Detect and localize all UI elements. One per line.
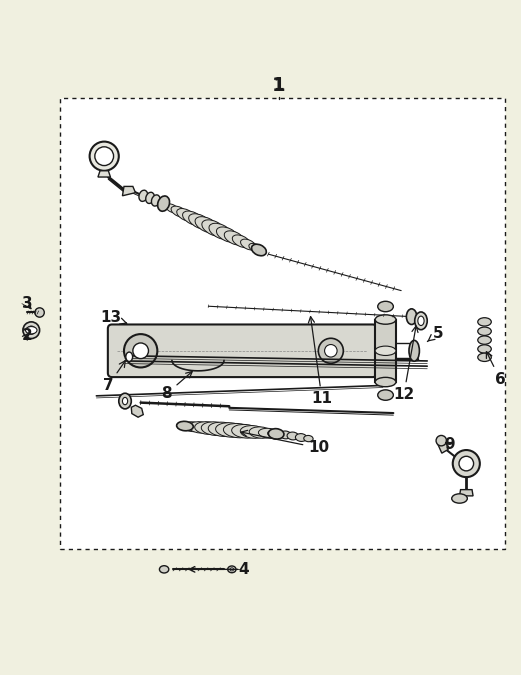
Ellipse shape bbox=[216, 227, 239, 242]
Ellipse shape bbox=[195, 217, 218, 233]
Ellipse shape bbox=[478, 327, 491, 335]
Text: 3: 3 bbox=[22, 296, 32, 311]
Bar bbox=[375, 319, 396, 382]
Ellipse shape bbox=[406, 309, 417, 325]
Ellipse shape bbox=[409, 340, 419, 361]
Ellipse shape bbox=[478, 318, 491, 326]
Polygon shape bbox=[98, 171, 110, 177]
Ellipse shape bbox=[182, 211, 203, 225]
Circle shape bbox=[133, 343, 148, 358]
Circle shape bbox=[23, 322, 40, 339]
Ellipse shape bbox=[159, 566, 169, 573]
Circle shape bbox=[95, 147, 114, 165]
Ellipse shape bbox=[375, 315, 396, 324]
Text: 2: 2 bbox=[22, 328, 32, 343]
Ellipse shape bbox=[268, 430, 284, 438]
Ellipse shape bbox=[139, 190, 147, 201]
Ellipse shape bbox=[189, 214, 211, 230]
Text: 8: 8 bbox=[162, 371, 192, 401]
Ellipse shape bbox=[241, 239, 256, 250]
Ellipse shape bbox=[201, 422, 229, 435]
Ellipse shape bbox=[378, 390, 393, 400]
Bar bbox=[60, 98, 505, 549]
Ellipse shape bbox=[375, 377, 396, 387]
Ellipse shape bbox=[258, 429, 279, 438]
Ellipse shape bbox=[224, 231, 245, 245]
Ellipse shape bbox=[249, 244, 262, 252]
Polygon shape bbox=[122, 186, 135, 196]
Ellipse shape bbox=[126, 352, 132, 362]
Ellipse shape bbox=[228, 566, 236, 572]
Text: 11: 11 bbox=[308, 317, 332, 406]
Text: 1: 1 bbox=[274, 78, 284, 93]
Ellipse shape bbox=[177, 209, 195, 221]
Ellipse shape bbox=[171, 206, 187, 217]
Ellipse shape bbox=[478, 353, 491, 362]
Circle shape bbox=[436, 435, 446, 446]
Ellipse shape bbox=[189, 422, 212, 433]
Ellipse shape bbox=[208, 422, 238, 437]
Ellipse shape bbox=[295, 433, 307, 441]
Text: 10: 10 bbox=[241, 431, 329, 456]
Circle shape bbox=[318, 338, 343, 363]
Text: 5: 5 bbox=[427, 326, 443, 342]
Ellipse shape bbox=[182, 422, 203, 431]
Ellipse shape bbox=[209, 223, 232, 240]
Polygon shape bbox=[438, 441, 448, 453]
Circle shape bbox=[459, 456, 474, 471]
Ellipse shape bbox=[177, 422, 193, 430]
Circle shape bbox=[124, 334, 157, 367]
Ellipse shape bbox=[224, 423, 253, 438]
Ellipse shape bbox=[375, 346, 396, 356]
Text: 4: 4 bbox=[239, 562, 249, 577]
Ellipse shape bbox=[478, 345, 491, 353]
Ellipse shape bbox=[268, 429, 284, 439]
Polygon shape bbox=[131, 405, 143, 417]
FancyBboxPatch shape bbox=[108, 325, 377, 377]
Ellipse shape bbox=[378, 301, 393, 312]
Polygon shape bbox=[460, 489, 473, 496]
Ellipse shape bbox=[230, 568, 233, 571]
Ellipse shape bbox=[232, 235, 251, 248]
Circle shape bbox=[453, 450, 480, 477]
Ellipse shape bbox=[195, 422, 221, 435]
Ellipse shape bbox=[166, 204, 178, 213]
Ellipse shape bbox=[418, 316, 424, 325]
Circle shape bbox=[27, 326, 35, 334]
Ellipse shape bbox=[478, 336, 491, 344]
Circle shape bbox=[90, 142, 119, 171]
Ellipse shape bbox=[26, 327, 37, 334]
Ellipse shape bbox=[452, 494, 467, 503]
Text: 6: 6 bbox=[487, 352, 505, 387]
Ellipse shape bbox=[158, 196, 169, 211]
Ellipse shape bbox=[249, 427, 272, 438]
Ellipse shape bbox=[304, 435, 313, 441]
Ellipse shape bbox=[252, 244, 266, 256]
Circle shape bbox=[35, 308, 44, 317]
Ellipse shape bbox=[240, 425, 266, 438]
Text: 13: 13 bbox=[100, 310, 127, 325]
Text: 7: 7 bbox=[103, 360, 125, 393]
Ellipse shape bbox=[119, 394, 131, 409]
Ellipse shape bbox=[146, 192, 154, 203]
Text: 9: 9 bbox=[444, 437, 454, 452]
Ellipse shape bbox=[415, 312, 427, 329]
Ellipse shape bbox=[280, 431, 291, 439]
Ellipse shape bbox=[202, 220, 226, 236]
Ellipse shape bbox=[177, 421, 193, 431]
Ellipse shape bbox=[287, 432, 299, 440]
Ellipse shape bbox=[152, 195, 160, 206]
Ellipse shape bbox=[122, 398, 128, 405]
Ellipse shape bbox=[216, 423, 245, 437]
Ellipse shape bbox=[232, 425, 260, 438]
Text: 1: 1 bbox=[272, 76, 286, 95]
Text: 12: 12 bbox=[393, 326, 418, 402]
Circle shape bbox=[325, 344, 337, 357]
